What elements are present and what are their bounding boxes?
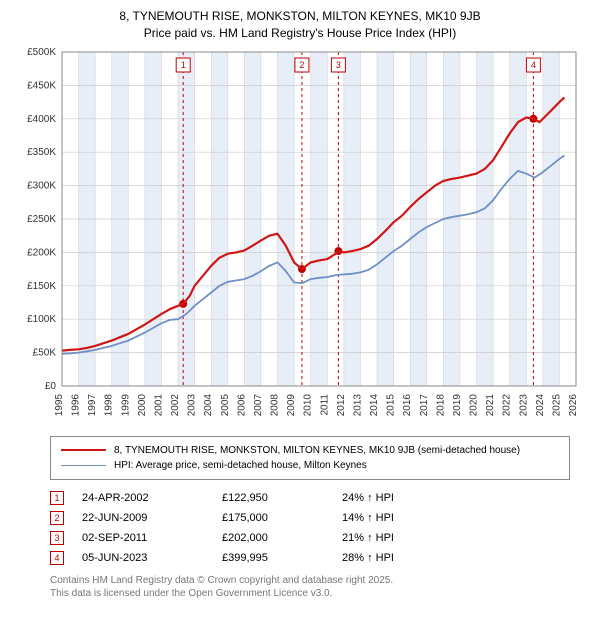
title-line-2: Price paid vs. HM Land Registry's House … <box>10 25 590 42</box>
marker-diff: 28% ↑ HPI <box>342 552 462 564</box>
marker-diff: 14% ↑ HPI <box>342 512 462 524</box>
svg-text:£400K: £400K <box>27 113 56 124</box>
svg-text:2: 2 <box>299 60 304 70</box>
svg-text:2013: 2013 <box>352 393 363 416</box>
marker-diff: 24% ↑ HPI <box>342 492 462 504</box>
svg-text:2007: 2007 <box>253 393 264 416</box>
marker-price: £399,995 <box>222 552 342 564</box>
marker-date: 05-JUN-2023 <box>82 552 222 564</box>
chart: £0 £50K £100K £150K £200K £250K £300K £350K £400… <box>20 48 580 428</box>
svg-text:2023: 2023 <box>518 393 529 416</box>
svg-text:3: 3 <box>336 60 341 70</box>
svg-text:2002: 2002 <box>170 393 181 416</box>
svg-text:2022: 2022 <box>502 393 513 416</box>
legend-swatch <box>61 449 106 451</box>
svg-text:2025: 2025 <box>551 393 562 416</box>
svg-text:2021: 2021 <box>485 393 496 416</box>
svg-text:1995: 1995 <box>54 393 65 416</box>
marker-price: £175,000 <box>222 512 342 524</box>
svg-text:£350K: £350K <box>27 147 56 158</box>
svg-text:2014: 2014 <box>369 393 380 416</box>
svg-text:1998: 1998 <box>104 393 115 416</box>
svg-text:£50K: £50K <box>33 347 57 358</box>
svg-text:2015: 2015 <box>386 393 397 416</box>
svg-text:£500K: £500K <box>27 48 56 58</box>
marker-number-box: 2 <box>50 511 64 525</box>
svg-text:2000: 2000 <box>137 393 148 416</box>
svg-text:2011: 2011 <box>319 393 330 415</box>
svg-text:2017: 2017 <box>419 393 430 416</box>
marker-number-box: 1 <box>50 491 64 505</box>
title-block: 8, TYNEMOUTH RISE, MONKSTON, MILTON KEYN… <box>10 8 590 42</box>
svg-text:1997: 1997 <box>87 393 98 416</box>
svg-text:2004: 2004 <box>203 393 214 416</box>
title-line-1: 8, TYNEMOUTH RISE, MONKSTON, MILTON KEYN… <box>10 8 590 25</box>
svg-text:£250K: £250K <box>27 214 56 225</box>
marker-number-box: 4 <box>50 551 64 565</box>
svg-text:2001: 2001 <box>153 393 164 416</box>
svg-text:2005: 2005 <box>220 393 231 416</box>
svg-text:2020: 2020 <box>469 393 480 416</box>
legend-row: 8, TYNEMOUTH RISE, MONKSTON, MILTON KEYN… <box>61 443 559 458</box>
marker-date: 24-APR-2002 <box>82 492 222 504</box>
svg-text:2019: 2019 <box>452 393 463 416</box>
markers-table: 1 24-APR-2002£122,95024% ↑ HPI 2 22-JUN-200… <box>50 488 570 568</box>
marker-number-box: 3 <box>50 531 64 545</box>
license-line-1: Contains HM Land Registry data © Crown c… <box>50 574 570 587</box>
svg-text:2018: 2018 <box>435 393 446 416</box>
svg-text:2024: 2024 <box>535 393 546 416</box>
chart-container: 8, TYNEMOUTH RISE, MONKSTON, MILTON KEYN… <box>0 0 600 606</box>
svg-text:1999: 1999 <box>120 393 131 416</box>
marker-diff: 21% ↑ HPI <box>342 532 462 544</box>
svg-text:2010: 2010 <box>303 393 314 416</box>
legend-row: HPI: Average price, semi-detached house,… <box>61 458 559 473</box>
svg-text:1996: 1996 <box>71 393 82 416</box>
marker-price: £122,950 <box>222 492 342 504</box>
marker-date: 02-SEP-2011 <box>82 532 222 544</box>
legend-label: HPI: Average price, semi-detached house,… <box>114 460 367 471</box>
svg-text:2008: 2008 <box>270 393 281 416</box>
svg-text:£150K: £150K <box>27 280 56 291</box>
svg-text:£200K: £200K <box>27 247 56 258</box>
svg-text:£100K: £100K <box>27 314 56 325</box>
marker-row: 4 05-JUN-2023£399,99528% ↑ HPI <box>50 548 570 568</box>
marker-date: 22-JUN-2009 <box>82 512 222 524</box>
svg-text:2016: 2016 <box>402 393 413 416</box>
svg-text:2006: 2006 <box>236 393 247 416</box>
svg-text:£0: £0 <box>45 381 57 392</box>
marker-row: 1 24-APR-2002£122,95024% ↑ HPI <box>50 488 570 508</box>
license-text: Contains HM Land Registry data © Crown c… <box>50 574 570 600</box>
marker-row: 2 22-JUN-2009£175,00014% ↑ HPI <box>50 508 570 528</box>
legend: 8, TYNEMOUTH RISE, MONKSTON, MILTON KEYN… <box>50 436 570 480</box>
svg-text:2026: 2026 <box>568 393 579 416</box>
svg-text:2003: 2003 <box>187 393 198 416</box>
legend-swatch <box>61 465 106 466</box>
svg-text:2009: 2009 <box>286 393 297 416</box>
marker-price: £202,000 <box>222 532 342 544</box>
svg-text:£450K: £450K <box>27 80 56 91</box>
svg-text:£300K: £300K <box>27 180 56 191</box>
license-line-2: This data is licensed under the Open Gov… <box>50 587 570 600</box>
legend-label: 8, TYNEMOUTH RISE, MONKSTON, MILTON KEYN… <box>114 445 520 456</box>
marker-row: 3 02-SEP-2011£202,00021% ↑ HPI <box>50 528 570 548</box>
svg-text:4: 4 <box>531 60 536 70</box>
svg-text:2012: 2012 <box>336 393 347 416</box>
svg-text:1: 1 <box>181 60 186 70</box>
chart-svg: £0 £50K £100K £150K £200K £250K £300K £350K £400… <box>20 48 580 428</box>
